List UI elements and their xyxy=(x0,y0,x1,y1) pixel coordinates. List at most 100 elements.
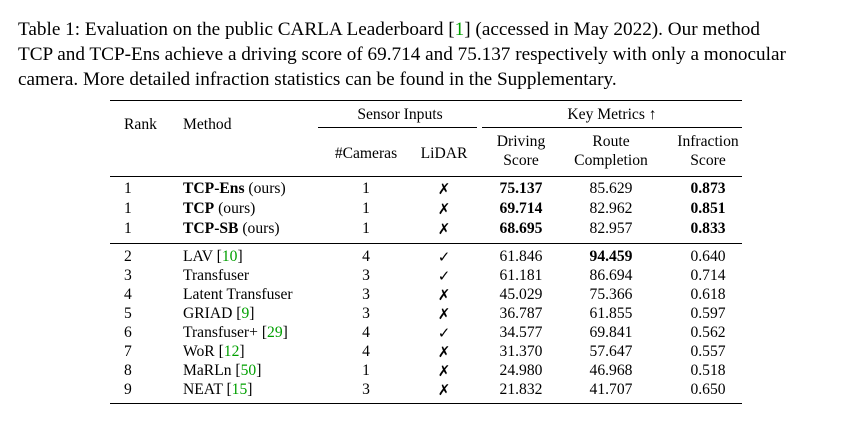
check-icon: ✓ xyxy=(437,267,451,285)
driving-score-cell: 69.714 xyxy=(499,200,543,217)
rank-cell: 1 xyxy=(124,200,132,217)
infraction-score-cell: 0.873 xyxy=(690,180,726,197)
driving-score-cell: 24.980 xyxy=(499,362,543,379)
cross-icon: ✗ xyxy=(437,200,451,218)
bottom-rule xyxy=(110,403,742,405)
cameras-cell: 3 xyxy=(362,286,370,303)
table-caption: Table 1: Evaluation on the public CARLA … xyxy=(18,17,848,92)
cross-icon: ✗ xyxy=(437,305,451,323)
citation-link[interactable]: 1 xyxy=(454,19,465,40)
infraction-score-cell: 0.562 xyxy=(690,324,726,341)
infraction-score-cell: 0.650 xyxy=(690,381,726,398)
rank-cell: 2 xyxy=(124,248,132,265)
cameras-cell: 1 xyxy=(362,220,370,237)
infraction-score-cell: 0.851 xyxy=(690,200,726,217)
method-cell: GRIAD [9] xyxy=(183,305,255,322)
cross-icon: ✗ xyxy=(437,286,451,304)
cameras-cell: 1 xyxy=(362,200,370,217)
header-lidar: LiDAR xyxy=(420,145,468,162)
route-completion-cell: 85.629 xyxy=(589,180,633,197)
header-sensor-inputs: Sensor Inputs xyxy=(357,106,443,123)
citation-link[interactable]: 15 xyxy=(231,381,248,398)
infraction-score-cell: 0.518 xyxy=(690,362,726,379)
header-route-2: Completion xyxy=(574,152,648,169)
rank-cell: 7 xyxy=(124,343,132,360)
driving-score-cell: 75.137 xyxy=(499,180,543,197)
header-cameras: #Cameras xyxy=(334,145,398,162)
cameras-cell: 1 xyxy=(362,180,370,197)
route-completion-cell: 46.968 xyxy=(589,362,633,379)
citation-link[interactable]: 29 xyxy=(267,324,283,341)
infraction-score-cell: 0.640 xyxy=(690,248,726,265)
route-completion-cell: 94.459 xyxy=(589,248,633,265)
rank-cell: 4 xyxy=(124,286,132,303)
rank-cell: 8 xyxy=(124,362,132,379)
method-cell: TCP-SB (ours) xyxy=(183,220,280,237)
cameras-cell: 1 xyxy=(362,362,370,379)
cross-icon: ✗ xyxy=(437,220,451,238)
cross-icon: ✗ xyxy=(437,362,451,380)
method-cell: NEAT [15] xyxy=(183,381,253,398)
cross-icon: ✗ xyxy=(437,343,451,361)
cameras-cell: 4 xyxy=(362,343,370,360)
rank-cell: 3 xyxy=(124,267,132,284)
method-cell: MaRLn [50] xyxy=(183,362,262,379)
cameras-cell: 3 xyxy=(362,305,370,322)
infraction-score-cell: 0.557 xyxy=(690,343,726,360)
route-completion-cell: 75.366 xyxy=(589,286,633,303)
header-driving-2: Score xyxy=(503,152,539,169)
top-rule xyxy=(110,100,742,102)
route-completion-cell: 69.841 xyxy=(589,324,633,341)
method-cell: LAV [10] xyxy=(183,248,243,265)
driving-score-cell: 36.787 xyxy=(499,305,543,322)
route-completion-cell: 61.855 xyxy=(589,305,633,322)
caption-line-3: camera. More detailed infraction statist… xyxy=(18,69,617,90)
driving-score-cell: 61.846 xyxy=(499,248,543,265)
cameras-cell: 4 xyxy=(362,248,370,265)
cameras-cell: 3 xyxy=(362,381,370,398)
method-cell: WoR [12] xyxy=(183,343,245,360)
driving-score-cell: 31.370 xyxy=(499,343,543,360)
caption-line-2: TCP and TCP-Ens achieve a driving score … xyxy=(18,44,786,65)
citation-link[interactable]: 50 xyxy=(240,362,257,379)
check-icon: ✓ xyxy=(437,248,451,266)
rank-cell: 6 xyxy=(124,324,132,341)
method-cell: TCP-Ens (ours) xyxy=(183,180,286,197)
driving-score-cell: 61.181 xyxy=(499,267,543,284)
route-completion-cell: 57.647 xyxy=(589,343,633,360)
cameras-cell: 4 xyxy=(362,324,370,341)
cross-icon: ✗ xyxy=(437,381,451,399)
route-completion-cell: 82.957 xyxy=(589,220,633,237)
rank-cell: 5 xyxy=(124,305,132,322)
driving-score-cell: 34.577 xyxy=(499,324,543,341)
header-infraction-2: Score xyxy=(690,152,726,169)
infraction-score-cell: 0.597 xyxy=(690,305,726,322)
driving-score-cell: 21.832 xyxy=(499,381,543,398)
group-rule xyxy=(110,243,742,244)
rank-cell: 1 xyxy=(124,220,132,237)
header-rule xyxy=(110,176,742,177)
check-icon: ✓ xyxy=(437,324,451,342)
citation-link[interactable]: 12 xyxy=(223,343,240,360)
cross-icon: ✗ xyxy=(437,180,451,198)
citation-link[interactable]: 9 xyxy=(241,305,250,322)
infraction-score-cell: 0.833 xyxy=(690,220,726,237)
method-cell: Latent Transfuser xyxy=(183,286,293,303)
route-completion-cell: 82.962 xyxy=(589,200,633,217)
driving-score-cell: 45.029 xyxy=(499,286,543,303)
route-completion-cell: 41.707 xyxy=(589,381,633,398)
cameras-cell: 3 xyxy=(362,267,370,284)
metrics-cmidrule xyxy=(482,127,742,128)
rank-cell: 9 xyxy=(124,381,132,398)
infraction-score-cell: 0.618 xyxy=(690,286,726,303)
header-route-1: Route xyxy=(592,133,630,150)
header-infraction-1: Infraction xyxy=(677,133,739,150)
driving-score-cell: 68.695 xyxy=(499,220,543,237)
header-driving-1: Driving xyxy=(496,133,546,150)
citation-link[interactable]: 10 xyxy=(221,248,238,265)
caption-line-1: Table 1: Evaluation on the public CARLA … xyxy=(18,19,760,40)
method-cell: Transfuser xyxy=(183,267,250,284)
sensor-cmidrule xyxy=(318,127,477,128)
route-completion-cell: 86.694 xyxy=(589,267,633,284)
header-rank: Rank xyxy=(124,116,157,133)
